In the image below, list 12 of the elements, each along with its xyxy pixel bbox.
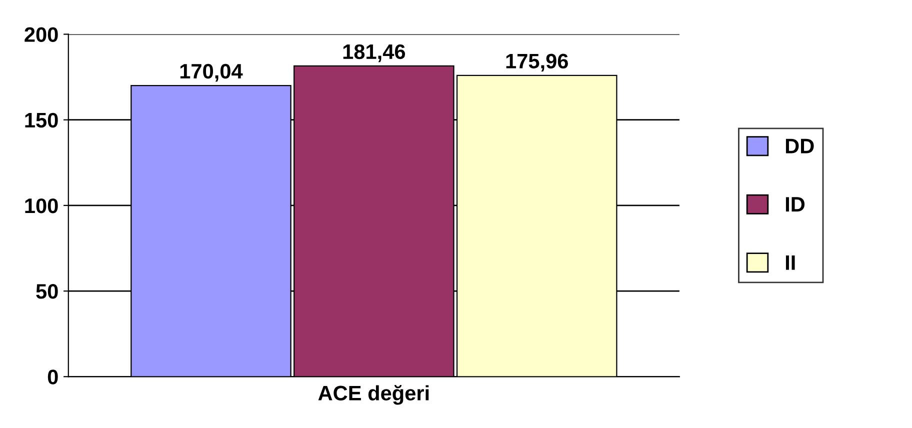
legend-label: II <box>786 255 795 270</box>
y-tick-label: 0 <box>48 370 58 384</box>
y-tick-label: 150 <box>25 112 58 128</box>
y-tick-label: 200 <box>24 27 58 42</box>
legend-label: ID <box>786 197 805 212</box>
data-label: 175,96 <box>506 54 568 72</box>
x-tick-label: ACE değeri <box>318 384 429 405</box>
y-tick-label: 100 <box>25 198 58 214</box>
y-tick-label: 50 <box>36 284 58 299</box>
legend-label: DD <box>786 138 814 154</box>
data-label: 181,46 <box>343 44 406 62</box>
data-label: 170,04 <box>180 64 243 82</box>
